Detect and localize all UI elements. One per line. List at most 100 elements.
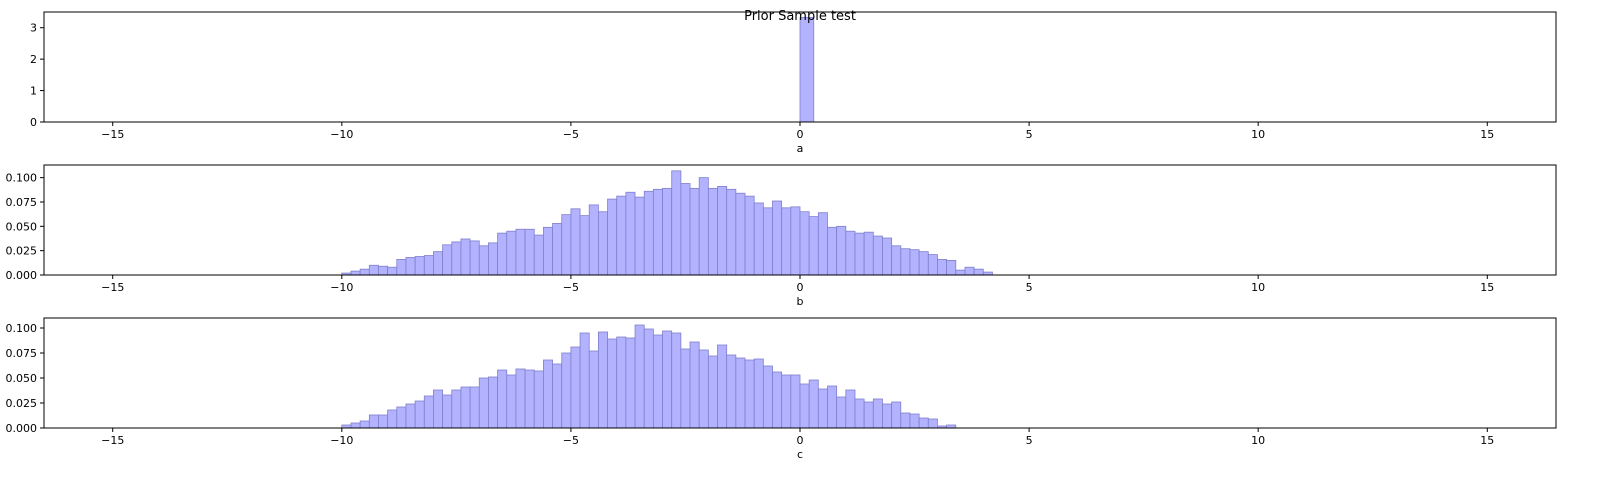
histogram-bar [598, 211, 608, 276]
histogram-bar [497, 232, 508, 276]
histogram-bar [451, 241, 462, 276]
histogram-bar [799, 16, 815, 123]
histogram-bar [753, 202, 764, 276]
histogram-bar [506, 374, 517, 429]
histogram-bar [524, 228, 535, 276]
histogram-bar [909, 413, 920, 429]
y-tick-label: 1 [30, 85, 37, 98]
histogram-bar [799, 211, 810, 276]
histogram-bar [882, 403, 893, 429]
histogram-bar [973, 268, 984, 276]
histogram-bar [405, 257, 416, 276]
histogram-bar [827, 385, 838, 429]
histogram-bars [341, 170, 993, 276]
histogram-bar [808, 216, 819, 276]
histogram-bar [671, 332, 682, 429]
histogram-bar [762, 365, 773, 429]
histogram-bar [900, 412, 911, 429]
histogram-bar [625, 337, 636, 429]
histogram-bar [442, 244, 453, 276]
histogram-bar [946, 259, 957, 276]
x-tick-label: 5 [1026, 281, 1033, 294]
histogram-bar [717, 344, 728, 429]
histogram-bar [891, 401, 902, 429]
histogram-bar [387, 409, 398, 429]
histogram-bar [671, 170, 682, 276]
x-tick-label: −15 [101, 281, 124, 294]
histogram-bar [827, 226, 838, 276]
histogram-bar [533, 234, 544, 276]
histogram-bar [845, 389, 856, 429]
subplot-c: −15 −10 −5 0 5 10 15 0.000 0.025 0.050 0.075 0.100 c [6, 317, 1557, 461]
histogram-bar [552, 363, 563, 429]
x-tick-label: 10 [1251, 281, 1265, 294]
histogram-bar [524, 369, 535, 429]
y-tick-label: 0.000 [6, 269, 38, 282]
histogram-bar [350, 422, 361, 429]
histogram-bar [378, 265, 389, 276]
x-tick-label: −10 [330, 434, 353, 447]
histogram-bar [707, 355, 718, 429]
histogram-bar [817, 388, 828, 429]
x-tick-label: 10 [1251, 128, 1265, 141]
histogram-bar [488, 376, 499, 429]
histogram-bar [588, 350, 599, 429]
histogram-bar [368, 414, 379, 429]
histogram-bar [652, 188, 663, 276]
histogram-bar [387, 266, 398, 276]
histogram-bar [469, 240, 480, 276]
x-tick-label: −10 [330, 281, 353, 294]
histogram-bar [488, 242, 499, 276]
histogram-bar [891, 245, 902, 276]
histogram-bar [570, 346, 581, 429]
histogram-bar [964, 266, 975, 276]
x-axis-label: a [797, 142, 804, 155]
histogram-bar [698, 349, 709, 429]
histogram-bar [423, 395, 434, 429]
y-tick-label: 0 [30, 116, 37, 129]
histogram-bar [414, 256, 425, 276]
histogram-bar [607, 338, 618, 429]
histogram-bar [433, 389, 444, 429]
subplot-panels: −15 −10 −5 0 5 10 15 0 1 2 3 a −15 −10 −5 0 5 10 15 0.000 0.… [6, 11, 1557, 461]
histogram-bar [698, 177, 709, 276]
x-tick-label: −15 [101, 434, 124, 447]
histogram-bar [652, 334, 663, 429]
histogram-bar [598, 331, 608, 429]
x-tick-label: 15 [1480, 434, 1494, 447]
histogram-bar [478, 377, 489, 429]
x-tick-label: 15 [1480, 281, 1494, 294]
x-tick-label: 0 [797, 434, 804, 447]
subplot-b: −15 −10 −5 0 5 10 15 0.000 0.025 0.050 0.075 0.100 b [6, 164, 1557, 308]
histogram-bar [909, 249, 920, 276]
histogram-bar [607, 198, 618, 276]
histogram-bar [643, 328, 654, 429]
histogram-bar [781, 207, 792, 276]
histogram-bar [405, 403, 416, 429]
histogram-bar [762, 207, 773, 276]
histogram-bar [543, 226, 553, 276]
histogram-bar [442, 394, 453, 429]
histogram-bar [515, 368, 526, 429]
histogram-bar [579, 332, 590, 429]
x-axis-label: b [797, 295, 804, 308]
histogram-bar [717, 186, 728, 276]
y-tick-label: 0.025 [6, 397, 38, 410]
y-tick-label: 0.000 [6, 422, 38, 435]
y-tick-label: 0.075 [6, 196, 38, 209]
histogram-bar [772, 371, 783, 429]
histogram-bar [863, 231, 874, 276]
histogram-bar [662, 330, 673, 429]
histogram-bar [414, 400, 425, 429]
x-tick-label: 5 [1026, 434, 1033, 447]
histogram-bar [817, 212, 828, 276]
y-tick-label: 0.100 [6, 172, 38, 185]
x-tick-label: 0 [797, 281, 804, 294]
histogram-bar [836, 396, 847, 429]
histogram-bar [872, 235, 883, 276]
histogram-bar [478, 245, 489, 276]
histogram-bar [552, 223, 563, 276]
histogram-bar [863, 401, 874, 429]
x-tick-label: −10 [330, 128, 353, 141]
